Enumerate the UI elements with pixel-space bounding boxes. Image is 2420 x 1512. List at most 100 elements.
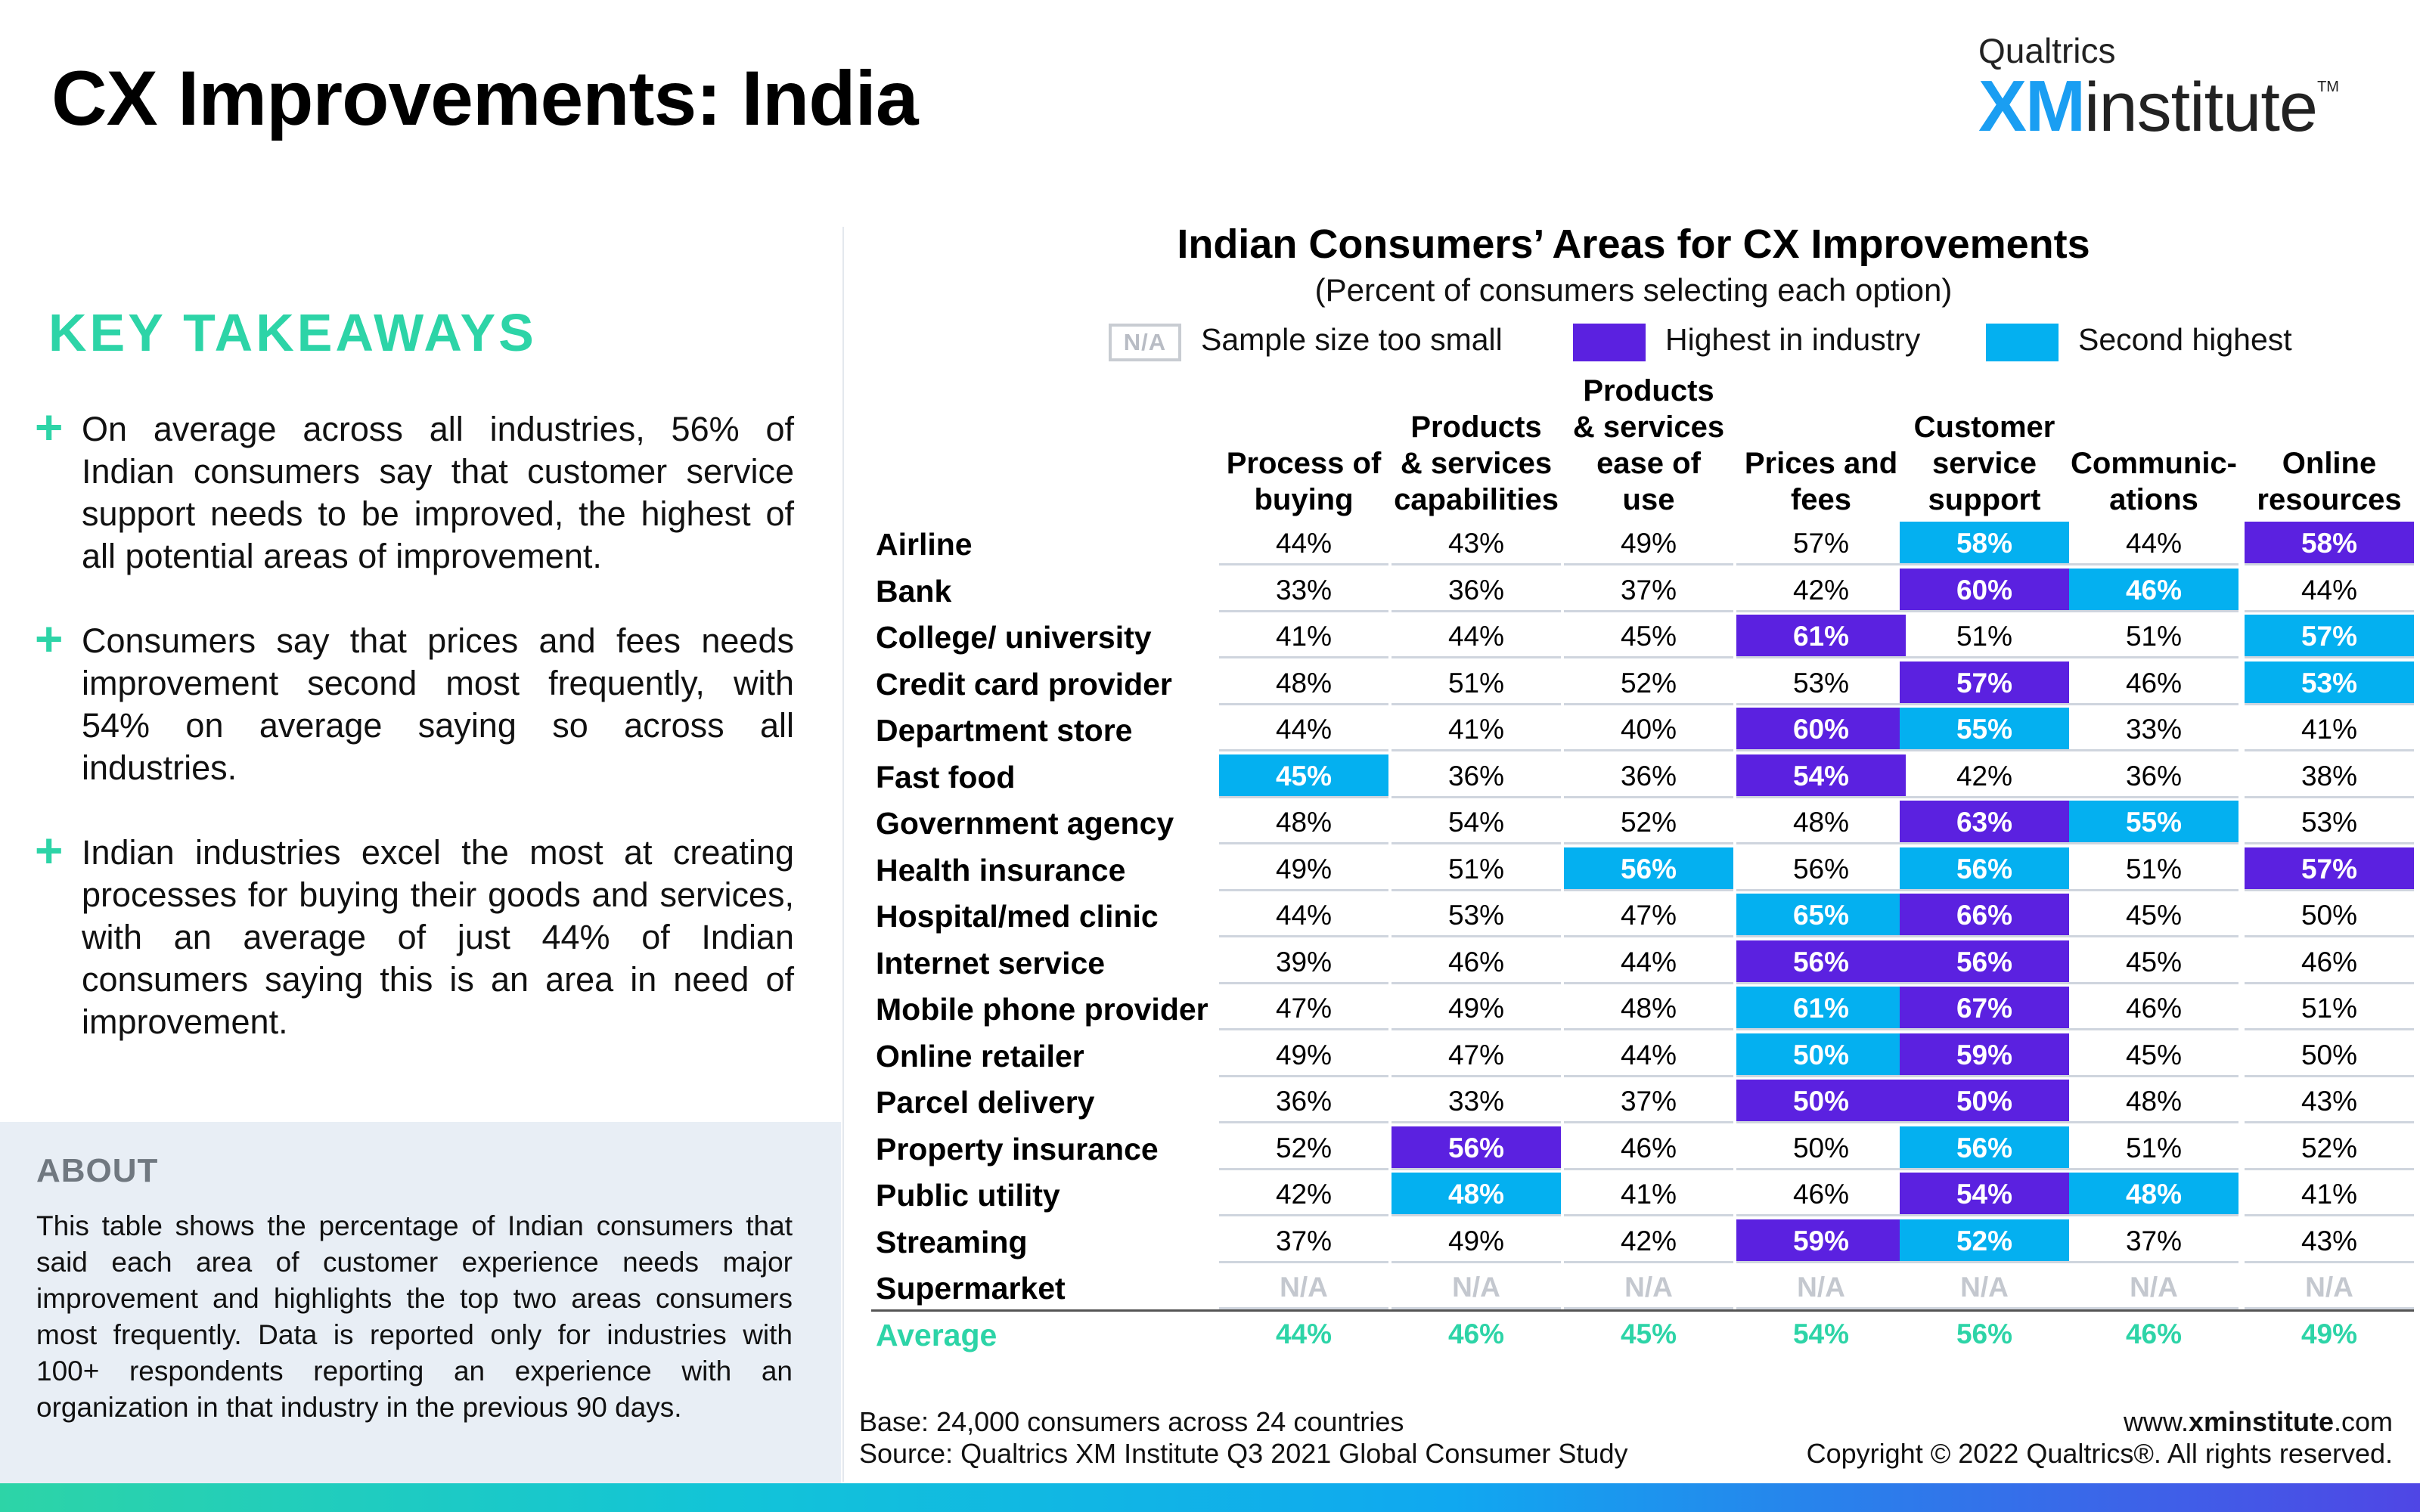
table-cell: N/A xyxy=(1736,1266,1906,1309)
table-cell: 58% xyxy=(2245,522,2414,565)
column-header-text: Products & services ease of use xyxy=(1572,374,1725,516)
column-header-text: Communic- ations xyxy=(2071,447,2237,516)
table-cell: 60% xyxy=(1900,568,2069,612)
table-cell: 57% xyxy=(1736,522,1906,565)
table-cell: 36% xyxy=(1392,569,1561,612)
table-cell: 49% xyxy=(1564,522,1733,565)
table-cell: 49% xyxy=(1219,1033,1388,1077)
web-domain: xminstitute xyxy=(2188,1406,2334,1437)
table-cell: 50% xyxy=(1736,1033,1906,1077)
footer-base-text: Base: 24,000 consumers across 24 countri… xyxy=(859,1406,1404,1437)
table-cell: 53% xyxy=(1736,662,1906,705)
table-cell: 63% xyxy=(1900,801,2069,844)
table-cell: 56% xyxy=(1900,940,2069,984)
table-cell: 53% xyxy=(1392,894,1561,937)
table-cell: 42% xyxy=(1736,569,1906,612)
table-cell: 33% xyxy=(1219,569,1388,612)
table-cell: 57% xyxy=(2245,847,2414,891)
table-cell: 44% xyxy=(1219,708,1388,751)
takeaway-item: + Consumers say that prices and fees need… xyxy=(35,612,794,789)
table-cell: 44% xyxy=(2245,569,2414,612)
average-row-label: Average xyxy=(876,1317,997,1352)
table-cell: 49% xyxy=(1219,847,1388,891)
table-cell: 41% xyxy=(1392,708,1561,751)
table-cell: 44% xyxy=(1564,1033,1733,1077)
table-cell: N/A xyxy=(1392,1266,1561,1309)
bottom-gradient-bar xyxy=(0,1483,2420,1512)
table-cell: 43% xyxy=(2245,1080,2414,1123)
plus-icon: + xyxy=(35,823,64,878)
table-cell: 36% xyxy=(1219,1080,1388,1123)
takeaway-item: + Indian industries excel the most at cre… xyxy=(35,823,794,1043)
table-cell: 42% xyxy=(1900,754,2069,798)
table-cell: 49% xyxy=(1392,987,1561,1030)
table-cell: 51% xyxy=(1392,662,1561,705)
copyright-text: Copyright © 2022 Qualtrics®. All rights … xyxy=(1806,1438,2393,1469)
column-header-text: Customer service support xyxy=(1913,411,2055,516)
table-cell: 45% xyxy=(1219,754,1388,798)
table-cell: 50% xyxy=(1900,1080,2069,1123)
table-cell: N/A xyxy=(1219,1266,1388,1309)
table-cell: 50% xyxy=(2245,894,2414,937)
chart-title: Indian Consumers’ Areas for CX Improveme… xyxy=(1177,222,2090,267)
table-cell: 56% xyxy=(1900,1126,2069,1170)
table-cell: 41% xyxy=(1564,1173,1733,1216)
footer-website-link[interactable]: www.xminstitute.com xyxy=(1807,1406,2393,1438)
column-header: Communic- ations xyxy=(2069,370,2238,518)
table-cell: 36% xyxy=(1392,754,1561,798)
table-cell: 48% xyxy=(2069,1173,2238,1216)
average-cell: 44% xyxy=(1275,1318,1333,1349)
row-label: Airline xyxy=(876,527,973,562)
column-header-text: Prices and fees xyxy=(1744,447,1898,516)
xm-institute-logo: Qualtrics XMinstituteTM xyxy=(1978,30,2339,148)
column-header: Online resources xyxy=(2245,370,2414,518)
footer-copyright: www.xminstitute.com Copyright © 2022 Qua… xyxy=(1807,1406,2393,1470)
table-cell: 44% xyxy=(1219,894,1388,937)
table-cell: 52% xyxy=(1219,1126,1388,1170)
plus-icon: + xyxy=(35,400,64,454)
web-prefix: www. xyxy=(2123,1406,2189,1437)
column-header-text: Online resources xyxy=(2257,447,2402,516)
table-cell: 42% xyxy=(1564,1219,1733,1263)
takeaway-text: Indian industries excel the most at crea… xyxy=(82,833,794,1041)
legend-swatch-na: N/A xyxy=(1109,324,1181,361)
table-cell: 58% xyxy=(1900,522,2069,565)
table-cell: 56% xyxy=(1900,847,2069,891)
average-separator-line xyxy=(871,1309,2414,1312)
footer-source: Base: 24,000 consumers across 24 countri… xyxy=(859,1406,1627,1470)
row-label: Streaming xyxy=(876,1224,1028,1259)
table-cell: 48% xyxy=(1219,801,1388,844)
table-cell: 48% xyxy=(1219,662,1388,705)
row-label: Property insurance xyxy=(876,1131,1159,1167)
table-cell: 36% xyxy=(2069,754,2238,798)
table-cell: 49% xyxy=(1392,1219,1561,1263)
table-cell: 54% xyxy=(1392,801,1561,844)
table-cell: 52% xyxy=(1564,801,1733,844)
table-cell: 43% xyxy=(1392,522,1561,565)
row-label: Credit card provider xyxy=(876,666,1172,702)
table-cell: 51% xyxy=(2245,987,2414,1030)
column-header-text: Products & services capabilities xyxy=(1394,411,1559,516)
table-cell: 47% xyxy=(1219,987,1388,1030)
table-cell: 38% xyxy=(2245,754,2414,798)
table-cell: 52% xyxy=(2245,1126,2414,1170)
average-cell: 49% xyxy=(2301,1318,2358,1349)
table-cell: N/A xyxy=(1564,1266,1733,1309)
table-cell: 56% xyxy=(1736,940,1906,984)
table-cell: 54% xyxy=(1900,1173,2069,1216)
takeaway-text: Consumers say that prices and fees needs… xyxy=(82,621,794,787)
table-cell: 51% xyxy=(2069,1126,2238,1170)
row-label: Public utility xyxy=(876,1178,1060,1213)
table-cell: 37% xyxy=(1219,1219,1388,1263)
legend-label: Highest in industry xyxy=(1665,322,1921,357)
column-header: Customer service support xyxy=(1900,370,2069,518)
table-cell: 57% xyxy=(2245,615,2414,658)
table-cell: 45% xyxy=(2069,894,2238,937)
table-cell: 42% xyxy=(1219,1173,1388,1216)
table-cell: 43% xyxy=(2245,1219,2414,1263)
legend-swatch-second xyxy=(1986,324,2059,361)
table-cell: 33% xyxy=(1392,1080,1561,1123)
logo-institute-text: institute xyxy=(2084,69,2318,146)
row-label: College/ university xyxy=(876,620,1152,655)
table-cell: 46% xyxy=(1564,1126,1733,1170)
